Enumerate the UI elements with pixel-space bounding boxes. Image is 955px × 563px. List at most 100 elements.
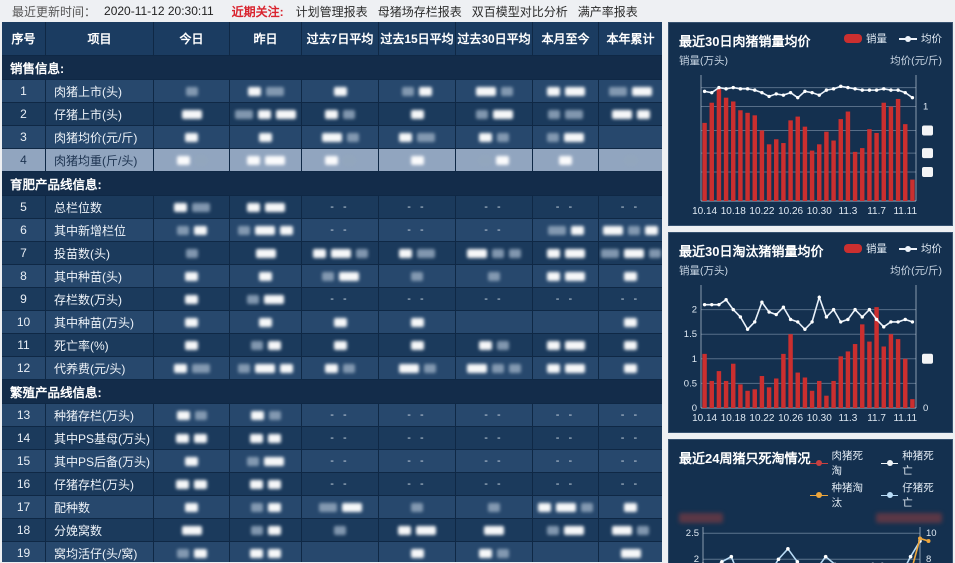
report-link[interactable]: 满产率报表 — [577, 4, 638, 19]
row-item-name: 其中种苗(头) — [46, 265, 154, 287]
table-row[interactable]: 4 肉猪均重(斤/头) — [2, 149, 662, 172]
chart-plot[interactable]: 2.510281.56 — [675, 527, 946, 563]
data-cell — [230, 427, 302, 449]
data-cell — [302, 542, 379, 562]
column-header[interactable]: 过去15日平均 — [379, 22, 456, 55]
data-cell — [154, 519, 230, 541]
data-cell: - - — [533, 404, 599, 426]
redacted-tick — [922, 125, 933, 136]
table-row[interactable]: 19 窝均活仔(头/窝) — [2, 542, 662, 562]
column-header[interactable]: 序号 — [2, 22, 46, 55]
data-cell: - - — [456, 196, 533, 218]
svg-text:10.14: 10.14 — [692, 413, 717, 424]
legend-label: 仔猪死亡 — [902, 482, 934, 509]
data-cell — [230, 496, 302, 518]
redacted-value-blob — [267, 502, 281, 512]
row-number: 8 — [2, 265, 46, 287]
legend-item[interactable]: 销量 — [844, 31, 887, 46]
row-item-name: 仔猪存栏(万头) — [46, 473, 154, 495]
report-link[interactable]: 计划管理报表 — [295, 4, 368, 19]
table-row[interactable]: 12 代养费(元/头) — [2, 357, 662, 380]
table-row[interactable]: 3 肉猪均价(元/斤) — [2, 126, 662, 149]
column-header[interactable]: 昨日 — [230, 22, 302, 55]
chart-plot[interactable]: 10.14 10.18 10.22 10.26 10.30 11.3 11.7 11.11 2 1… — [675, 279, 946, 426]
table-row[interactable]: 18 分娩窝数 — [2, 519, 662, 542]
data-cell — [456, 242, 533, 264]
data-cell — [230, 404, 302, 426]
svg-text:1.5: 1.5 — [684, 329, 697, 340]
legend-item[interactable]: 均价 — [899, 241, 942, 256]
redacted-value-blob — [194, 410, 207, 420]
data-cell — [154, 219, 230, 241]
data-cell — [230, 473, 302, 495]
data-cell — [456, 126, 533, 148]
table-row[interactable]: 10 其中种苗(万头) — [2, 311, 662, 334]
row-item-name: 总栏位数 — [46, 196, 154, 218]
data-cell: - - — [456, 450, 533, 472]
data-cell: - - — [599, 404, 662, 426]
data-cell — [533, 126, 599, 148]
table-row[interactable]: 8 其中种苗(头) — [2, 265, 662, 288]
data-cell: - - — [379, 404, 456, 426]
table-row[interactable]: 13 种猪存栏(万头) - - - - - - - - - - — [2, 404, 662, 427]
redacted-value-blob — [411, 502, 423, 512]
table-row[interactable]: 11 死亡率(%) — [2, 334, 662, 357]
row-number: 5 — [2, 196, 46, 218]
redacted-value-blob — [238, 225, 250, 235]
data-cell: - - — [599, 196, 662, 218]
svg-text:11.7: 11.7 — [867, 413, 886, 424]
column-header[interactable]: 本年累计 — [606, 32, 655, 46]
svg-text:2.5: 2.5 — [686, 528, 699, 539]
table-row[interactable]: 15 其中PS后备(万头) - - - - - - - - - - — [2, 450, 662, 473]
column-header[interactable]: 过去30日平均 — [456, 22, 533, 55]
redacted-value-blob — [246, 202, 260, 212]
legend-item[interactable]: 种猪淘汰 — [810, 480, 871, 510]
redacted-value-blob — [546, 86, 560, 96]
legend-label: 销量 — [866, 33, 887, 45]
report-link[interactable]: 母猪场存栏报表 — [377, 4, 462, 19]
table-row[interactable]: 2 仔猪上市(头) — [2, 103, 662, 126]
table-row[interactable]: 9 存栏数(万头) - - - - - - - - - - — [2, 288, 662, 311]
legend-item[interactable]: 销量 — [844, 241, 887, 256]
left-axis-label: 销量(万头) — [679, 55, 728, 67]
redacted-value-blob — [624, 155, 637, 165]
chart-legend: 销量 均价 — [844, 241, 942, 256]
table-row[interactable]: 7 投苗数(头) — [2, 242, 662, 265]
legend-item[interactable]: 种猪死亡 — [881, 448, 942, 478]
redacted-value-blob — [623, 248, 644, 258]
redacted-axis-label — [679, 513, 723, 523]
row-number: 11 — [2, 334, 46, 356]
report-link[interactable]: 双百模型对比分析 — [471, 4, 568, 19]
column-header[interactable]: 本月至今 — [533, 22, 599, 55]
table-row[interactable]: 6 其中新增栏位 - - - - - - — [2, 219, 662, 242]
column-header[interactable]: 过去7日平均 — [302, 22, 379, 55]
redacted-value-blob — [185, 456, 198, 466]
legend-item[interactable]: 肉猪死淘 — [810, 448, 871, 478]
chart-plot[interactable]: 10.14 10.18 10.22 10.26 10.30 11.3 11.7 11.11 1 — [675, 69, 946, 219]
section-header: 繁殖产品线信息: — [2, 380, 662, 404]
table-row[interactable]: 1 肉猪上市(头) — [2, 80, 662, 103]
redacted-value-blob — [645, 225, 658, 235]
table-row[interactable]: 17 配种数 — [2, 496, 662, 519]
chart-title: 最近24周猪只死淘情况 — [679, 451, 811, 466]
data-cell — [154, 450, 230, 472]
svg-text:0: 0 — [923, 403, 928, 414]
table-row[interactable]: 5 总栏位数 - - - - - - - - - - — [2, 196, 662, 219]
svg-text:10.30: 10.30 — [807, 413, 832, 424]
legend-item[interactable]: 均价 — [899, 31, 942, 46]
redacted-value-blob — [556, 502, 576, 512]
redacted-value-blob — [280, 363, 293, 373]
redacted-value-blob — [176, 410, 190, 420]
column-header[interactable]: 今日 — [154, 22, 230, 55]
redacted-value-blob — [176, 433, 189, 443]
table-row[interactable]: 16 仔猪存栏(万头) - - - - - - - - - - — [2, 473, 662, 496]
redacted-value-blob — [334, 525, 346, 535]
data-cell — [154, 149, 230, 171]
column-header[interactable]: 项目 — [46, 22, 154, 55]
table-row[interactable]: 14 其中PS基母(万头) - - - - - - - - - - — [2, 427, 662, 450]
data-cell — [379, 265, 456, 287]
data-cell — [302, 103, 379, 125]
legend-item[interactable]: 仔猪死亡 — [881, 480, 942, 510]
data-cell — [599, 242, 662, 264]
